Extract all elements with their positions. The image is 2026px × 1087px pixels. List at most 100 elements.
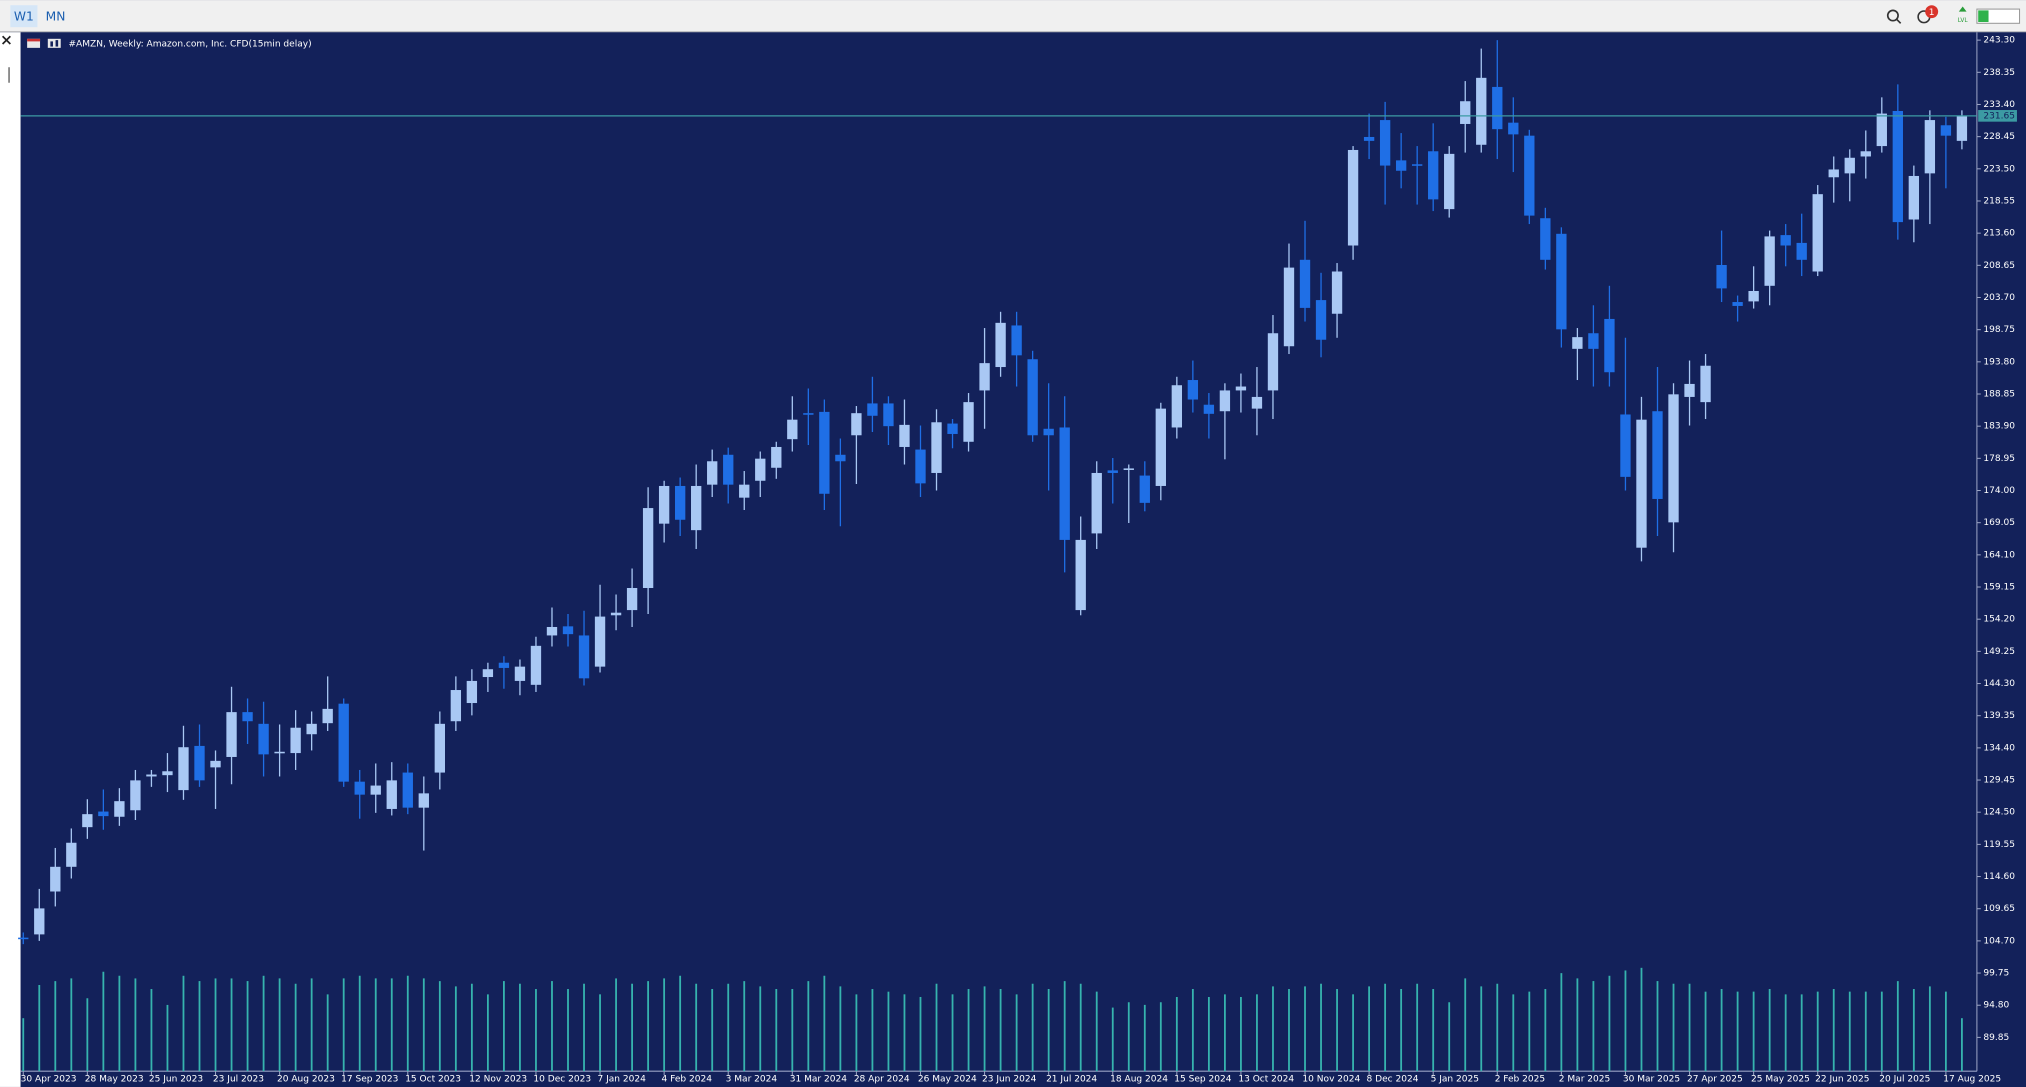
y-tick-label: 159.15 — [1983, 583, 2015, 593]
notifications-icon[interactable]: 1 — [1917, 5, 1939, 24]
y-tick-label: 169.05 — [1983, 518, 2015, 528]
tab-active[interactable] — [10, 5, 38, 28]
candle-body — [1460, 101, 1471, 124]
candle-body — [1267, 333, 1279, 391]
candle-body — [562, 626, 574, 635]
close-button[interactable] — [1, 35, 11, 45]
candle-body — [1011, 325, 1022, 356]
candle-body — [691, 485, 702, 531]
candle-body — [1876, 113, 1887, 147]
candle-body — [1812, 194, 1823, 272]
candle-body — [1075, 539, 1086, 611]
candle-body — [1860, 151, 1871, 157]
candle-body — [1347, 149, 1359, 246]
candle-body — [98, 811, 109, 817]
y-tick-label: 238.35 — [1983, 68, 2015, 78]
candle-body — [210, 760, 221, 768]
x-tick-label: 28 Apr 2024 — [854, 1074, 910, 1084]
candle-body — [1299, 259, 1311, 308]
candle-body — [1668, 394, 1679, 523]
candle-body — [658, 485, 670, 524]
candle-body — [130, 780, 141, 811]
candle-body — [963, 402, 974, 442]
candle-body — [578, 635, 590, 679]
candle-body — [338, 703, 349, 782]
timeframe-tab[interactable]: MN — [46, 9, 66, 23]
candle-body — [851, 413, 862, 436]
y-tick-label: 124.50 — [1983, 808, 2015, 818]
candle-body — [674, 485, 686, 520]
x-tick-label: 30 Apr 2023 — [21, 1074, 77, 1084]
candle-body — [1684, 383, 1695, 397]
candle-body — [642, 508, 654, 588]
candle-body — [979, 363, 990, 391]
candle-body — [498, 662, 510, 668]
candle-body — [162, 771, 173, 776]
candle-body — [915, 449, 926, 484]
candle-body — [1924, 120, 1936, 174]
candle-body — [306, 723, 317, 735]
candle-body — [1139, 475, 1150, 503]
y-tick-label: 94.80 — [1983, 1001, 2009, 1011]
symbol-icons — [27, 38, 61, 48]
candle-body — [1379, 120, 1391, 166]
candle-body — [610, 612, 622, 616]
y-tick-label: 233.40 — [1983, 100, 2015, 110]
x-tick-label: 23 Jul 2023 — [213, 1074, 264, 1084]
candle-body — [1780, 235, 1791, 246]
candle-body — [1636, 419, 1647, 548]
candle-body — [1395, 160, 1407, 171]
candle-body — [1700, 365, 1711, 403]
x-tick-label: 27 Apr 2025 — [1687, 1074, 1743, 1084]
y-tick-label: 188.85 — [1983, 390, 2015, 400]
candle-body — [1940, 125, 1952, 136]
candle-body — [931, 422, 942, 473]
candle-body — [402, 772, 413, 808]
candle-body — [418, 793, 429, 808]
y-tick-label: 99.75 — [1983, 969, 2009, 979]
x-tick-label: 21 Jul 2024 — [1046, 1074, 1097, 1084]
battery-icon — [1976, 8, 2021, 24]
y-tick-label: 144.30 — [1983, 679, 2015, 689]
candle-body — [1524, 135, 1535, 216]
search-icon[interactable] — [1886, 9, 1902, 24]
y-tick-label: 198.75 — [1983, 325, 2015, 335]
candle-body — [1107, 470, 1118, 473]
x-tick-label: 28 May 2023 — [85, 1074, 144, 1084]
candle-body — [290, 727, 301, 754]
y-tick-label: 223.50 — [1983, 164, 2015, 174]
candle-body — [1620, 414, 1631, 477]
candle-body — [322, 708, 333, 724]
candle-body — [434, 723, 445, 773]
candle-body — [1476, 77, 1487, 145]
x-tick-label: 10 Nov 2024 — [1302, 1074, 1360, 1084]
candle-body — [1155, 408, 1166, 486]
candle-body — [755, 458, 766, 481]
candle-body — [1283, 267, 1295, 347]
candle-body — [771, 446, 782, 468]
candle-body — [1027, 359, 1038, 436]
level-icon[interactable]: LVL — [1958, 6, 1969, 25]
candle-body — [354, 781, 365, 795]
candle-body — [178, 747, 189, 791]
y-tick-label: 183.90 — [1983, 422, 2015, 432]
y-tick-label: 139.35 — [1983, 711, 2015, 721]
candle-body — [450, 690, 462, 722]
timeframe-tab[interactable]: W1 — [14, 9, 34, 23]
candle-body — [1796, 242, 1807, 260]
y-tick-label: 228.45 — [1983, 132, 2015, 142]
candle-body — [899, 424, 910, 447]
x-tick-label: 25 May 2025 — [1751, 1074, 1810, 1084]
y-tick-label: 149.25 — [1983, 647, 2015, 657]
y-tick-label: 129.45 — [1983, 776, 2015, 786]
current-price-label: 231.65 — [1983, 111, 2015, 121]
y-tick-label: 193.80 — [1983, 357, 2015, 367]
x-tick-label: 2 Feb 2025 — [1495, 1074, 1545, 1084]
candle-body — [1428, 151, 1439, 200]
candle-body — [819, 411, 830, 494]
y-tick-label: 109.65 — [1983, 904, 2015, 914]
toolbar — [0, 0, 2026, 32]
candle-body — [1043, 428, 1054, 436]
